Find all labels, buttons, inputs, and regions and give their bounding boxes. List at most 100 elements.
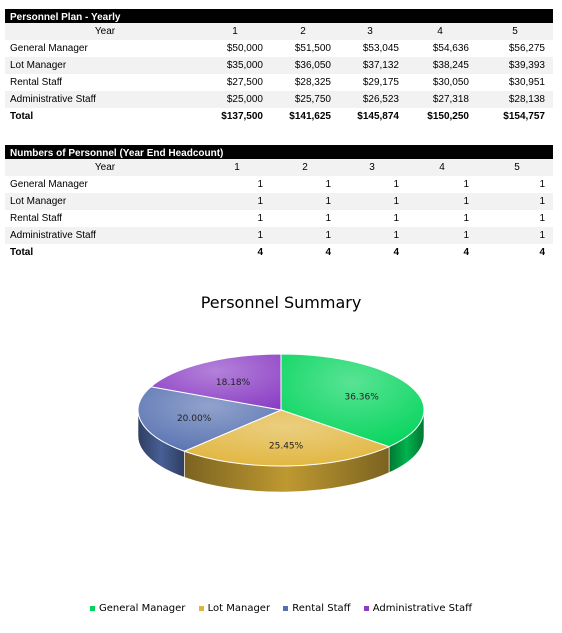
- value-cell: $26,523: [362, 94, 399, 105]
- legend-item-general-manager: General Manager: [90, 603, 185, 614]
- headcount-row-administrative-staff: Administrative Staff 1 1 1 1 1: [5, 227, 553, 244]
- row-label: Rental Staff: [10, 213, 63, 224]
- value-cell: $25,750: [294, 94, 331, 105]
- plan-year-2: 2: [300, 26, 306, 37]
- row-label: Administrative Staff: [10, 230, 96, 241]
- value-cell: $39,393: [508, 60, 545, 71]
- data-label-lot-manager: 25.45%: [269, 442, 304, 452]
- total-cell: 4: [257, 247, 263, 258]
- value-cell: 1: [539, 213, 545, 224]
- total-cell: 4: [539, 247, 545, 258]
- legend-label: General Manager: [99, 603, 186, 614]
- legend-item-rental-staff: Rental Staff: [283, 603, 351, 614]
- row-label: Administrative Staff: [10, 94, 96, 105]
- headcount-table-title: Numbers of Personnel (Year End Headcount…: [5, 145, 553, 159]
- value-cell: $29,175: [362, 77, 399, 88]
- pie-slice-rental-staff: [137, 386, 283, 452]
- total-cell: $150,250: [427, 111, 469, 122]
- value-cell: $30,050: [432, 77, 469, 88]
- value-cell: $30,951: [508, 77, 545, 88]
- value-cell: 1: [257, 230, 263, 241]
- value-cell: 1: [463, 196, 469, 207]
- value-cell: 1: [393, 230, 399, 241]
- legend-item-administrative-staff: Administrative Staff: [363, 603, 472, 614]
- row-label: Lot Manager: [10, 196, 67, 207]
- plan-year-label: Year: [94, 26, 116, 37]
- value-cell: $54,636: [432, 43, 469, 54]
- row-label: Rental Staff: [10, 77, 63, 88]
- value-cell: 1: [257, 196, 263, 207]
- headcount-year-5: 5: [514, 162, 520, 173]
- legend-label: Rental Staff: [292, 603, 351, 614]
- plan-row-general-manager: General Manager $50,000 $51,500 $53,045 …: [5, 40, 553, 57]
- value-cell: 1: [463, 230, 469, 241]
- legend-swatch: [90, 605, 95, 611]
- chart-legend: General Manager Lot Manager Rental Staff…: [0, 603, 562, 614]
- value-cell: $38,245: [432, 60, 469, 71]
- row-label: Total: [10, 247, 34, 258]
- headcount-header-row: Year 1 2 3 4 5: [5, 159, 553, 176]
- total-cell: $141,625: [289, 111, 331, 122]
- value-cell: 1: [539, 196, 545, 207]
- chart-title: Personnel Summary: [200, 293, 362, 312]
- total-cell: $145,874: [357, 111, 399, 122]
- headcount-row-general-manager: General Manager 1 1 1 1 1: [5, 176, 553, 193]
- value-cell: 1: [325, 196, 331, 207]
- pie-slice-administrative-staff: [149, 353, 282, 411]
- total-cell: 4: [463, 247, 469, 258]
- value-cell: $56,275: [508, 43, 545, 54]
- data-label-general-manager: 36.36%: [344, 393, 379, 403]
- value-cell: $28,138: [508, 94, 545, 105]
- total-cell: 4: [325, 247, 331, 258]
- value-cell: $53,045: [362, 43, 399, 54]
- value-cell: $50,000: [226, 43, 263, 54]
- value-cell: $25,000: [226, 94, 263, 105]
- value-cell: 1: [393, 179, 399, 190]
- legend-label: Administrative Staff: [372, 603, 472, 614]
- value-cell: $35,000: [226, 60, 263, 71]
- value-cell: 1: [325, 213, 331, 224]
- pie-chart: 36.36% 25.45% 20.00% 18.18%: [137, 353, 425, 493]
- headcount-row-total: Total 4 4 4 4 4: [5, 244, 553, 261]
- headcount-year-label: Year: [94, 162, 116, 173]
- plan-year-4: 4: [437, 26, 443, 37]
- headcount-row-lot-manager: Lot Manager 1 1 1 1 1: [5, 193, 553, 210]
- headcount-year-2: 2: [302, 162, 308, 173]
- row-label: General Manager: [10, 43, 88, 54]
- plan-row-lot-manager: Lot Manager $35,000 $36,050 $37,132 $38,…: [5, 57, 553, 74]
- value-cell: 1: [257, 213, 263, 224]
- plan-row-administrative-staff: Administrative Staff $25,000 $25,750 $26…: [5, 91, 553, 108]
- row-label: Lot Manager: [10, 60, 67, 71]
- total-cell: $154,757: [503, 111, 545, 122]
- plan-table-title: Personnel Plan - Yearly: [5, 9, 553, 23]
- value-cell: $36,050: [294, 60, 331, 71]
- value-cell: $27,318: [432, 94, 469, 105]
- headcount-year-1: 1: [234, 162, 240, 173]
- plan-year-5: 5: [512, 26, 518, 37]
- plan-row-total: Total $137,500 $141,625 $145,874 $150,25…: [5, 108, 553, 125]
- value-cell: 1: [325, 230, 331, 241]
- total-cell: 4: [393, 247, 399, 258]
- value-cell: 1: [325, 179, 331, 190]
- pie-slice-general-manager: [280, 353, 425, 448]
- legend-swatch: [363, 605, 369, 611]
- row-label: General Manager: [10, 179, 88, 190]
- personnel-plan-table: Personnel Plan - Yearly Year 1 2 3 4 5 G…: [5, 9, 553, 125]
- value-cell: $27,500: [226, 77, 263, 88]
- value-cell: 1: [463, 179, 469, 190]
- value-cell: $28,325: [294, 77, 331, 88]
- legend-item-lot-manager: Lot Manager: [198, 603, 271, 614]
- pie-slice-lot-manager: [182, 409, 391, 467]
- value-cell: 1: [539, 230, 545, 241]
- plan-row-rental-staff: Rental Staff $27,500 $28,325 $29,175 $30…: [5, 74, 553, 91]
- row-label: Total: [10, 111, 34, 122]
- value-cell: 1: [539, 179, 545, 190]
- value-cell: 1: [463, 213, 469, 224]
- headcount-row-rental-staff: Rental Staff 1 1 1 1 1: [5, 210, 553, 227]
- legend-label: Lot Manager: [207, 603, 271, 614]
- value-cell: $51,500: [294, 43, 331, 54]
- total-cell: $137,500: [221, 111, 263, 122]
- plan-header-row: Year 1 2 3 4 5: [5, 23, 553, 40]
- headcount-table: Numbers of Personnel (Year End Headcount…: [5, 145, 553, 261]
- value-cell: 1: [393, 213, 399, 224]
